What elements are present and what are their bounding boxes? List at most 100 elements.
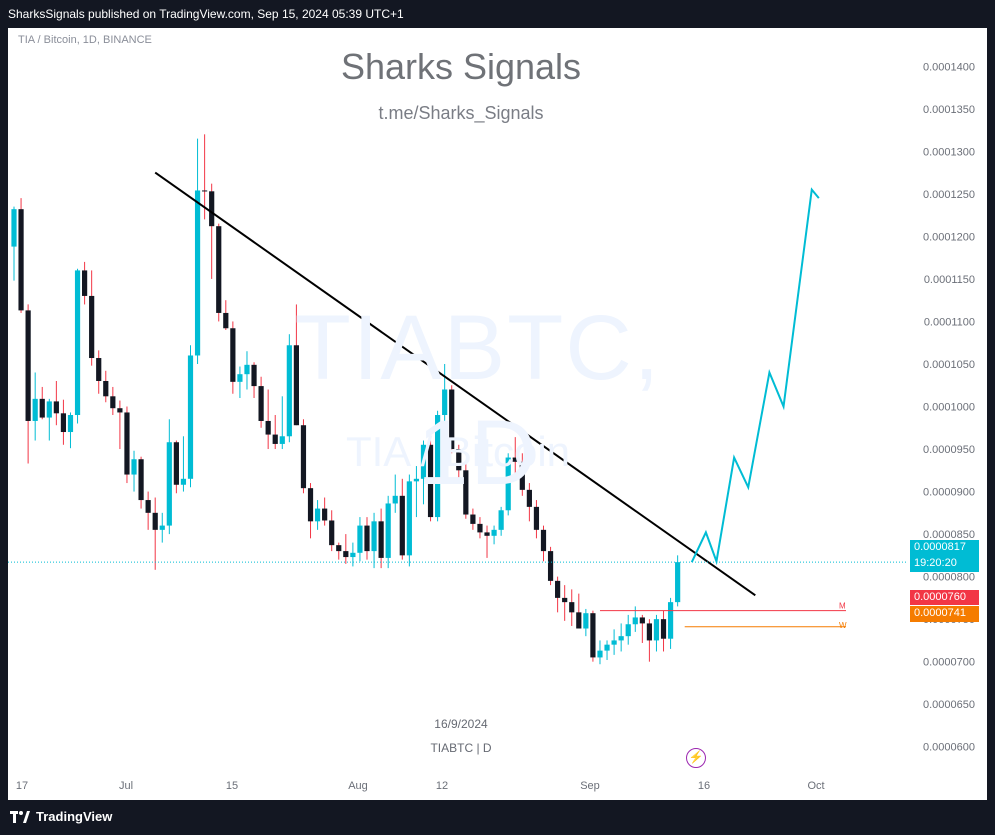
- candle-body: [350, 552, 356, 558]
- candle: [322, 497, 328, 526]
- candle: [562, 585, 568, 621]
- m-marker: M: [839, 602, 846, 611]
- tradingview-brand[interactable]: TradingView: [10, 809, 112, 824]
- candle-body: [258, 386, 264, 421]
- candle-body: [173, 442, 179, 485]
- candle: [89, 270, 95, 366]
- candle-body: [237, 374, 243, 382]
- candle-body: [194, 190, 201, 356]
- candle: [329, 510, 335, 552]
- y-tick-label: 0.0001100: [924, 316, 975, 328]
- price-axis[interactable]: 0.0001400 0.0001350 0.0001300 0.0001250 0.00…: [923, 61, 975, 753]
- candle: [675, 555, 681, 607]
- candle-body: [667, 602, 674, 639]
- projection-path[interactable]: [690, 187, 820, 566]
- candle-body: [202, 190, 208, 192]
- date-note: 16/9/2024: [434, 717, 488, 731]
- candle-body: [18, 209, 24, 311]
- candle-body: [145, 500, 151, 513]
- candle-body: [442, 389, 448, 416]
- candle: [74, 268, 81, 424]
- price-chart[interactable]: 0.0001400 0.0001350 0.0001300 0.0001250 0.00…: [8, 28, 987, 800]
- candle: [604, 640, 610, 660]
- candle-body: [307, 488, 314, 522]
- candle: [357, 517, 363, 562]
- candle: [293, 304, 299, 426]
- candle: [350, 542, 356, 567]
- candle-body: [435, 415, 441, 518]
- pair-label: TIA / Bitcoin, 1D, BINANCE: [18, 34, 152, 46]
- candle-body: [223, 312, 229, 329]
- candle-body: [477, 523, 483, 533]
- candle-body: [484, 532, 490, 536]
- lightning-icon[interactable]: ⚡: [686, 748, 706, 768]
- candle: [569, 589, 575, 626]
- candle: [67, 412, 74, 449]
- candle: [18, 198, 24, 313]
- candle: [60, 399, 67, 445]
- candle: [244, 351, 250, 390]
- time-axis[interactable]: 17 Jul 15 Aug 12 Sep 16 Oct: [16, 780, 825, 792]
- candle-body: [343, 551, 349, 558]
- candle: [371, 512, 377, 569]
- candle-body: [399, 495, 405, 556]
- candle: [82, 261, 88, 305]
- candle-body: [378, 521, 384, 558]
- candle: [406, 474, 412, 567]
- y-tick-label: 0.0000900: [923, 487, 975, 499]
- y-tick-label: 0.0000700: [923, 657, 975, 669]
- candle: [117, 400, 123, 450]
- candle: [583, 608, 589, 637]
- candle-body: [371, 521, 377, 552]
- candle: [11, 206, 17, 281]
- candle: [272, 415, 278, 450]
- w-marker: W: [839, 621, 847, 630]
- candle-body: [74, 270, 81, 416]
- footer-brand: TradingView: [36, 809, 113, 824]
- candle: [576, 593, 582, 629]
- candle: [53, 380, 59, 426]
- candle-body: [279, 436, 285, 444]
- candle-body: [604, 644, 610, 651]
- candle-body: [660, 619, 667, 639]
- watermark-name: TIA / Bitcoin: [345, 428, 571, 475]
- candle-body: [131, 459, 137, 475]
- candle-body: [449, 389, 455, 450]
- candle: [180, 436, 187, 492]
- candle: [152, 497, 158, 570]
- candle-body: [82, 270, 88, 296]
- publish-line: SharksSignals published on TradingView.c…: [8, 7, 404, 21]
- candle: [590, 610, 596, 662]
- y-tick-label: 0.0001400: [923, 61, 975, 73]
- candle: [300, 419, 307, 494]
- candle: [646, 619, 652, 662]
- chart-area[interactable]: 0.0001400 0.0001350 0.0001300 0.0001250 0.00…: [8, 28, 987, 800]
- w-price-tag: 0.0000741: [910, 606, 979, 622]
- candle: [413, 466, 420, 518]
- candle-body: [89, 295, 95, 359]
- candle: [442, 363, 448, 428]
- candle-body: [11, 209, 17, 247]
- candle-body: [152, 512, 158, 530]
- candle-body: [406, 481, 412, 556]
- candle: [336, 542, 342, 560]
- candle: [420, 440, 427, 505]
- y-tick-label: 0.0000800: [923, 572, 975, 584]
- candle-body: [300, 425, 307, 489]
- x-tick-label: 15: [226, 780, 238, 792]
- candle: [512, 437, 518, 475]
- candle: [46, 398, 52, 441]
- candle-body: [216, 226, 222, 313]
- candle-body: [653, 619, 660, 641]
- candle: [265, 389, 271, 450]
- candle-body: [39, 398, 45, 418]
- candle: [258, 376, 264, 428]
- candle: [540, 525, 547, 562]
- trendline[interactable]: [154, 171, 756, 597]
- candle: [667, 597, 674, 649]
- candle: [166, 419, 172, 535]
- candle: [392, 474, 398, 513]
- candle: [25, 304, 31, 464]
- candle: [555, 576, 561, 613]
- candle-body: [385, 503, 391, 558]
